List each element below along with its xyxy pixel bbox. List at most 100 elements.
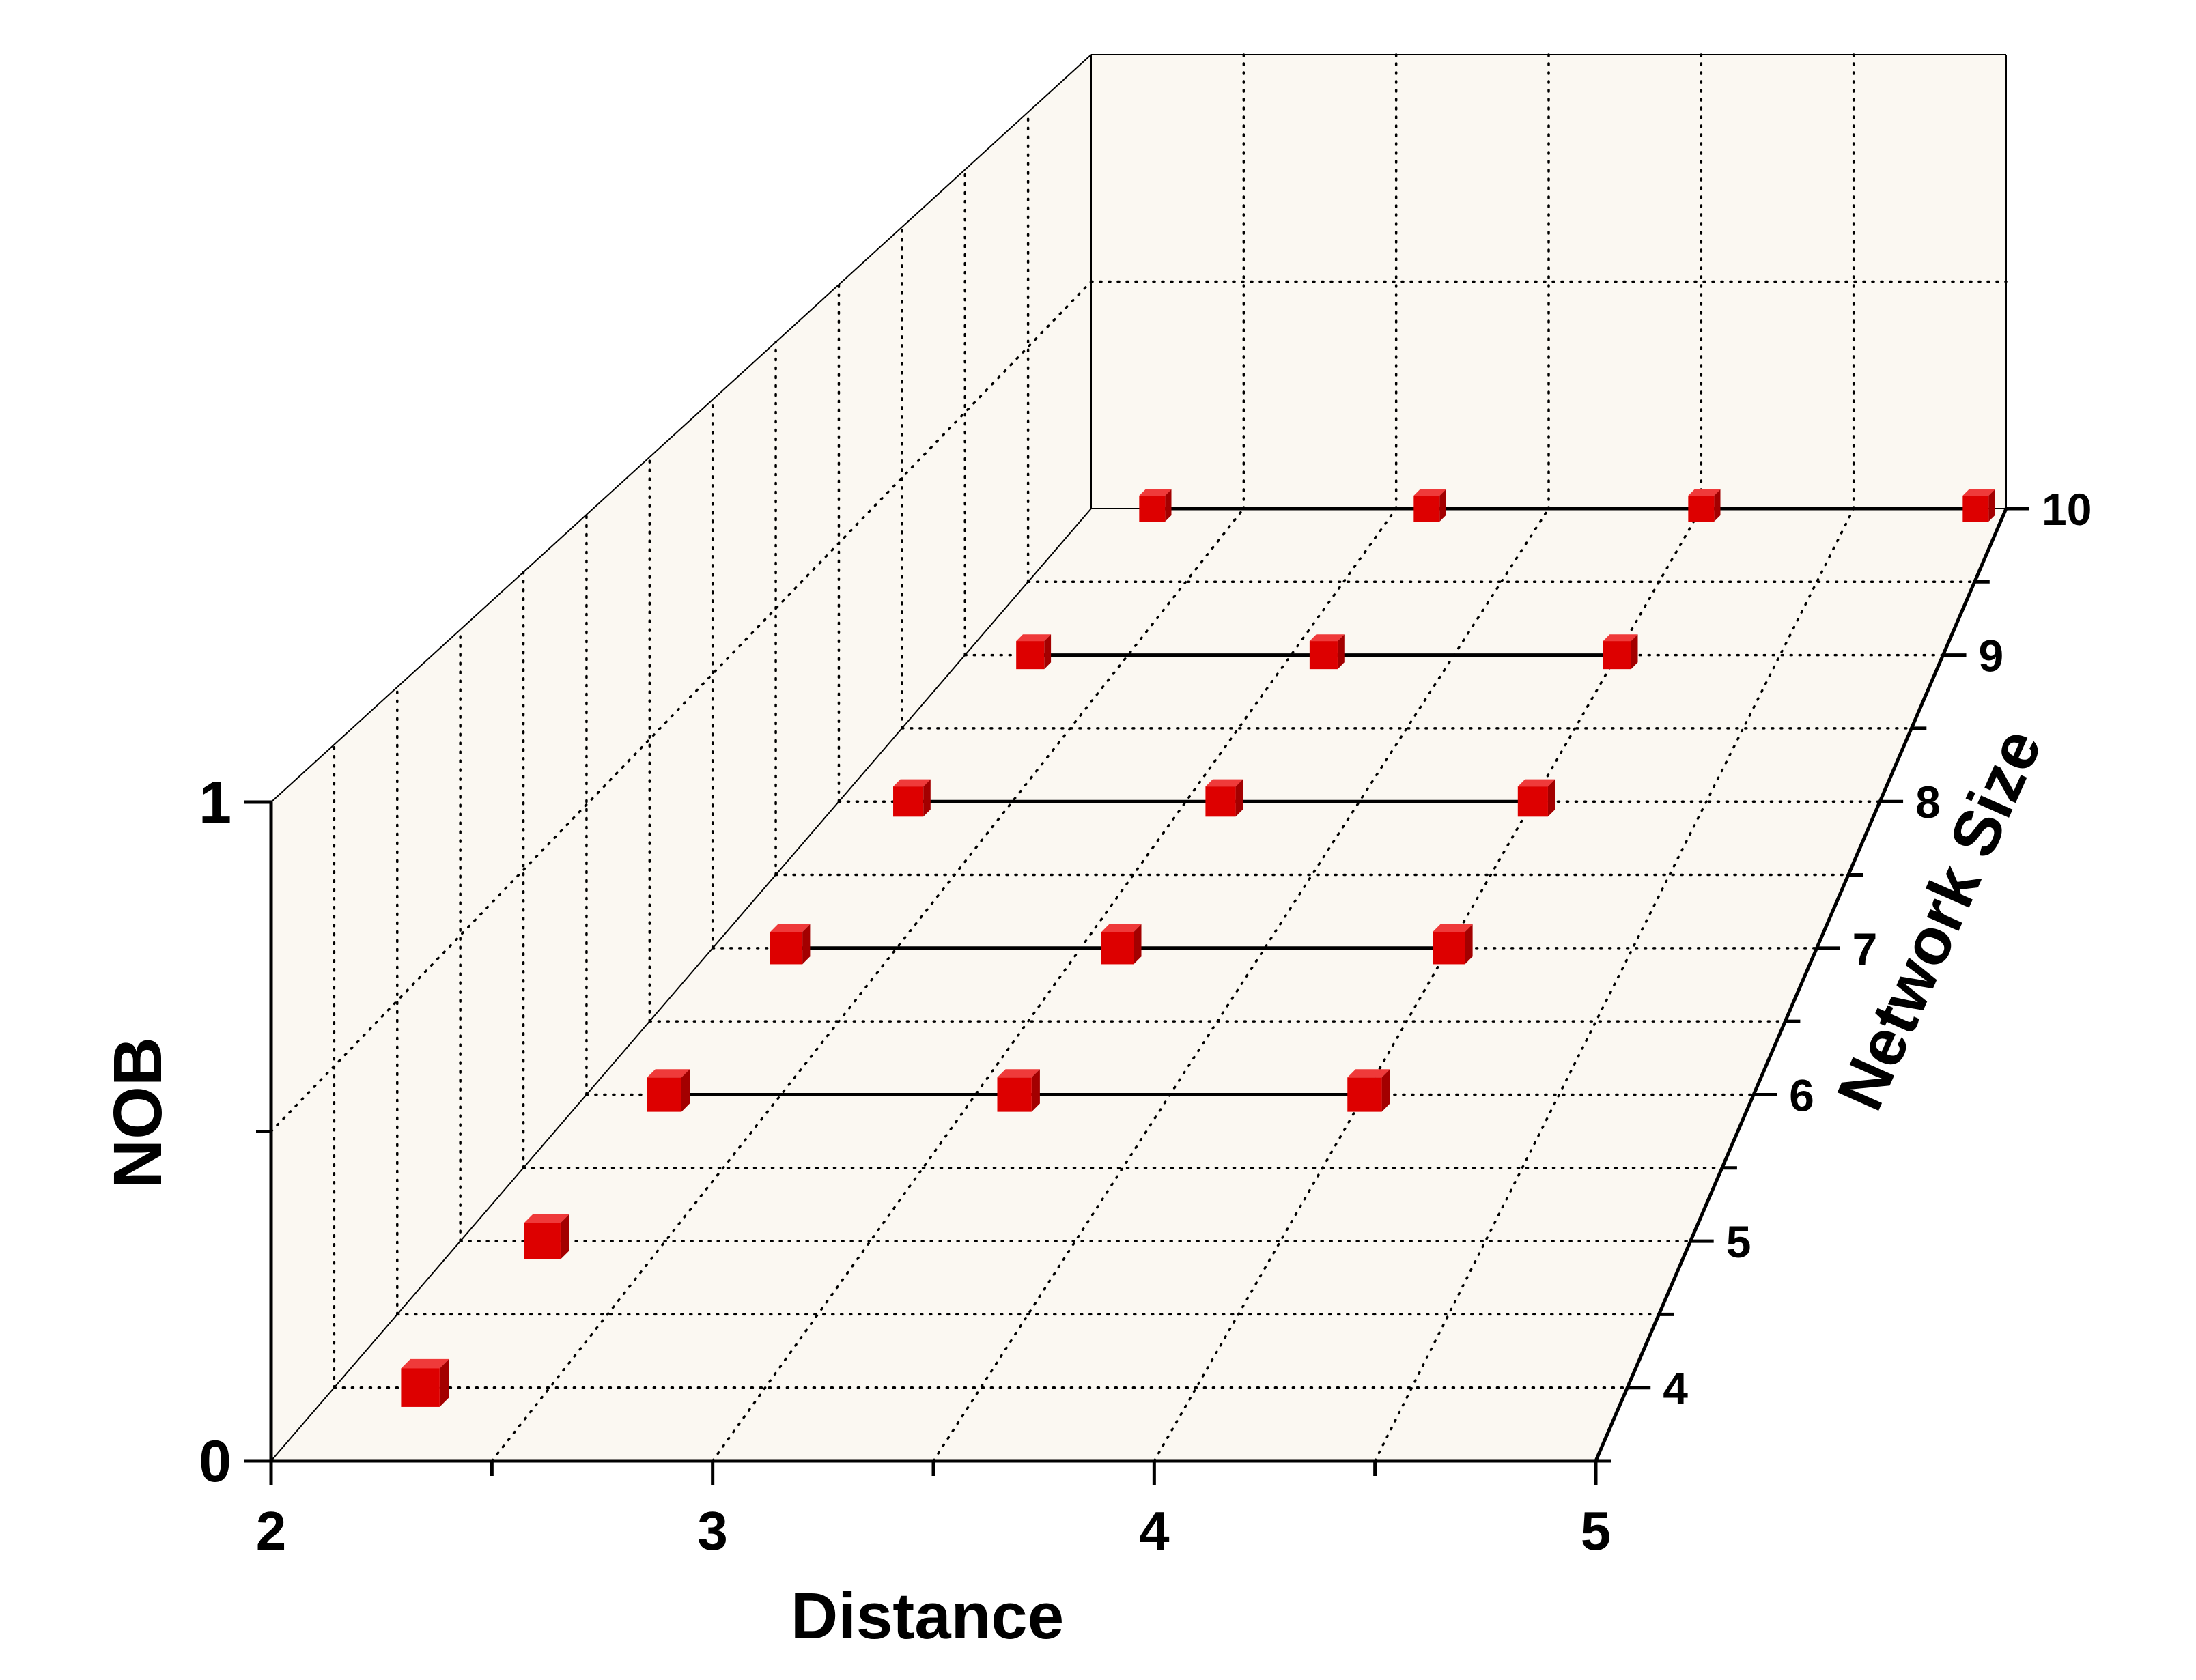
marker-front-face [1347,1077,1382,1112]
marker-top-face [401,1358,449,1369]
floor-panel [271,509,2006,1461]
marker-front-face [1603,641,1631,670]
marker-front-face [1962,496,1989,522]
marker-side-face [1235,779,1243,817]
x-tick-label: 3 [697,1500,728,1561]
marker-top-face [893,779,931,787]
marker-side-face [1044,634,1052,670]
marker-top-face [1962,489,1995,496]
marker-side-face [1988,489,1995,522]
marker-top-face [1139,489,1172,496]
data-point-marker [1433,924,1473,965]
chart-panels [271,55,2006,1461]
marker-top-face [1205,779,1243,787]
floor-grid-x [932,507,1550,1462]
floor-grid-x [490,507,1245,1462]
chart-ticks: 2 3 4 5 0 1 4 5 6 7 8 9 10 [199,484,2092,1561]
y-tick-label: 4 [1663,1363,1688,1414]
marker-top-face [1413,489,1446,496]
data-point-marker [1413,489,1446,522]
data-point-marker [1347,1069,1390,1112]
marker-front-face [770,932,803,965]
marker-front-face [997,1077,1032,1112]
x-axis-title: Distance [791,1580,1064,1653]
marker-front-face [1139,496,1166,522]
marker-front-face [1517,786,1548,817]
data-point-marker [1016,634,1052,670]
back-wall-panel [1091,55,2006,509]
marker-top-face [1016,634,1052,642]
marker-side-face [1381,1069,1390,1112]
data-point-marker [401,1358,449,1407]
x-tick-label: 4 [1139,1500,1170,1561]
marker-top-face [1347,1069,1390,1078]
marker-front-face [401,1368,440,1407]
marker-top-face [1433,924,1473,932]
marker-top-face [1309,634,1345,642]
y-tick-label: 5 [1726,1216,1751,1267]
z-tick-label: 0 [199,1429,231,1494]
floor-grid-x [711,507,1398,1462]
y-tick-label: 6 [1789,1070,1814,1120]
data-point-marker [1517,779,1556,817]
marker-side-face [923,779,931,817]
marker-front-face [1688,496,1715,522]
y-tick-label: 10 [2042,484,2092,535]
marker-top-face [1688,489,1721,496]
data-point-marker [1309,634,1345,670]
floor-left-edge [270,508,1092,1462]
marker-top-face [524,1214,569,1223]
data-point-marker [1205,779,1243,817]
marker-side-face [1337,634,1345,670]
marker-top-face [770,924,811,932]
marker-front-face [1433,932,1465,965]
data-point-marker [1962,489,1995,522]
marker-side-face [439,1358,449,1407]
floor-grid-x [1373,507,1855,1462]
chart-gridlines [270,53,2008,1462]
data-point-marker [1139,489,1172,522]
data-point-marker [1603,634,1638,670]
data-point-marker [647,1069,690,1112]
marker-side-face [1547,779,1556,817]
marker-side-face [802,924,811,965]
marker-top-face [1101,924,1142,932]
left-wall-top-edge [270,54,1092,803]
marker-front-face [1016,641,1045,670]
marker-front-face [1413,496,1440,522]
y-axis-line [1593,506,2009,1464]
marker-side-face [1465,924,1473,965]
y-tick-label: 8 [1915,777,1941,827]
marker-side-face [1134,924,1142,965]
x-tick-label: 5 [1581,1500,1611,1561]
marker-side-face [1165,489,1172,522]
marker-side-face [1631,634,1638,670]
marker-top-face [997,1069,1040,1078]
marker-front-face [647,1077,682,1112]
chart-series [401,489,1995,1407]
marker-front-face [1101,932,1134,965]
marker-side-face [1031,1069,1040,1112]
data-point-marker [1688,489,1721,522]
marker-front-face [893,786,924,817]
y-tick-label: 7 [1853,924,1878,974]
marker-side-face [1439,489,1446,522]
wall-grid-z [270,280,1093,1133]
left-wall-panel [271,55,1091,1461]
marker-front-face [1309,641,1338,670]
data-point-marker [770,924,811,965]
marker-side-face [1714,489,1721,522]
z-axis-title: NOB [100,1037,176,1188]
x-tick-label: 2 [256,1500,287,1561]
z-tick-label: 1 [199,770,231,836]
marker-front-face [524,1223,561,1259]
data-point-marker [524,1214,569,1259]
marker-top-face [1603,634,1638,642]
y-tick-label: 9 [1979,631,2004,681]
data-point-marker [997,1069,1040,1112]
marker-front-face [1205,786,1236,817]
data-point-marker [1101,924,1142,965]
marker-side-face [681,1069,690,1112]
marker-top-face [647,1069,690,1078]
